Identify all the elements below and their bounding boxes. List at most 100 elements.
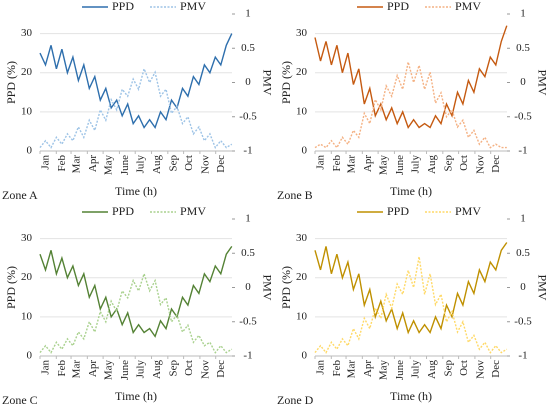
x-tick-label: Apr [87,360,99,377]
x-tick-label: Dec [490,155,502,173]
x-tick-label: Mar [346,155,358,174]
y2-axis-label: PMV [260,69,274,95]
y2-tick-label: 0.5 [241,42,255,54]
x-tick-label: June [119,155,131,175]
y-tick-label: 20 [21,66,33,78]
y-tick-label: 0 [302,350,308,362]
y-tick-label: 30 [296,27,308,39]
x-tick-label: Feb [331,360,343,377]
y2-tick-label: 0 [520,281,526,293]
x-tick-label: Dec [215,155,227,173]
y-axis-label: PPD (%) [4,61,18,104]
zone-label: Zone D [277,393,314,407]
x-axis-label: Time (h) [115,184,157,198]
x-tick-label: Mar [71,155,83,174]
x-axis-label: Time (h) [115,389,157,403]
y-axis-label: PPD (%) [279,61,293,104]
x-axis-label: Time (h) [390,389,432,403]
y2-tick-label: -0.5 [514,110,532,122]
y2-tick-label: -1 [243,350,252,362]
x-axis-label: Time (h) [390,184,432,198]
y-tick-label: 30 [21,27,33,39]
x-tick-label: Sep [442,360,454,377]
y2-tick-label: 0.5 [241,247,255,259]
y2-tick-label: 0 [520,76,526,88]
x-tick-label: May [378,155,390,176]
x-tick-label: Oct [458,155,470,171]
legend-label: PPD [112,0,134,13]
panel: 0 10 20 30 -1 -0.5 0 0.5 1 Jan Feb Mar Apr May June Jul… [277,0,549,202]
y-tick-label: 10 [296,310,308,322]
y-tick-label: 30 [296,232,308,244]
y2-tick-label: 1 [245,8,251,20]
x-tick-label: Aug [151,155,163,174]
y-tick-label: 10 [21,105,33,117]
x-tick-label: May [103,360,115,381]
legend-label: PMV [455,204,481,218]
y-tick-label: 20 [21,271,33,283]
x-tick-label: Mar [71,360,83,379]
legend-label: PPD [387,204,409,218]
x-tick-label: July [410,360,422,379]
x-tick-label: Feb [56,155,68,172]
y-axis-label: PPD (%) [279,266,293,309]
x-tick-label: Nov [474,360,486,379]
x-tick-label: June [394,155,406,175]
series-line [39,66,233,149]
y2-axis-label: PMV [260,274,274,300]
series-line [39,33,233,130]
x-tick-label: Jan [40,155,52,170]
zone-label: Zone C [2,393,38,407]
x-tick-label: Jan [315,155,327,170]
y2-tick-label: -0.5 [514,315,532,327]
x-tick-label: Feb [331,155,343,172]
y-tick-label: 20 [296,271,308,283]
x-tick-label: Nov [199,360,211,379]
y-tick-label: 0 [27,350,33,362]
zone-label: Zone A [2,188,38,202]
x-tick-label: Jan [315,360,327,375]
x-tick-label: July [135,155,147,174]
x-tick-label: Oct [458,360,470,376]
legend-label: PPD [387,0,409,13]
y2-tick-label: 1 [520,8,526,20]
x-tick-label: Oct [183,360,195,376]
y2-tick-label: 0.5 [516,42,530,54]
x-tick-label: Sep [167,155,179,172]
y2-tick-label: 0 [245,76,251,88]
x-tick-label: Dec [490,360,502,378]
y2-tick-label: -1 [518,350,527,362]
x-tick-label: Aug [426,155,438,174]
legend-label: PMV [180,204,206,218]
x-tick-label: Oct [183,155,195,171]
series-line [314,25,508,130]
y2-axis-label: PMV [535,69,549,95]
x-tick-label: Sep [442,155,454,172]
y2-tick-label: 1 [520,213,526,225]
x-tick-label: Aug [151,360,163,379]
y-tick-label: 10 [21,310,33,322]
y-tick-label: 0 [27,145,33,157]
x-tick-label: Jan [40,360,52,375]
x-tick-label: May [378,360,390,381]
x-tick-label: Dec [215,360,227,378]
y2-tick-label: -1 [518,145,527,157]
series-line [314,256,508,354]
x-tick-label: Nov [474,155,486,174]
series-line [39,245,233,338]
x-tick-label: July [410,155,422,174]
y2-tick-label: -1 [243,145,252,157]
x-tick-label: Apr [362,155,374,172]
y-tick-label: 30 [21,232,33,244]
y-tick-label: 0 [302,145,308,157]
series-line [314,61,507,149]
y-tick-label: 10 [296,105,308,117]
x-tick-label: June [119,360,131,380]
y2-tick-label: 1 [245,213,251,225]
y2-tick-label: 0 [245,281,251,293]
x-tick-label: July [135,360,147,379]
zone-label: Zone B [277,188,313,202]
x-tick-label: Apr [87,155,99,172]
x-tick-label: Aug [426,360,438,379]
